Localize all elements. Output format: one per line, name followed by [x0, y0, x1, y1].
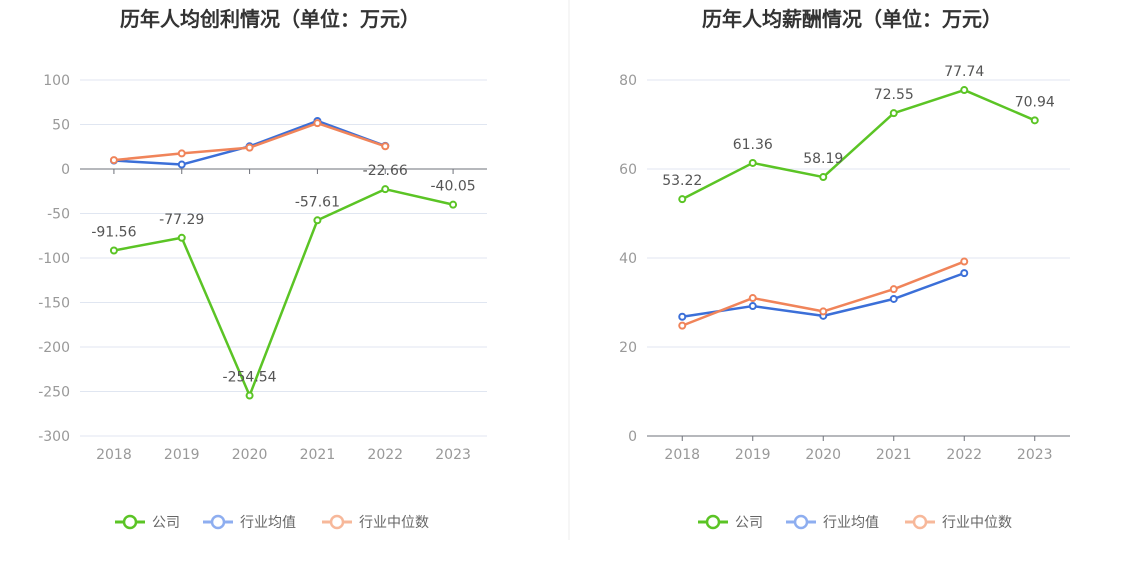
data-label: -254.54 — [223, 370, 277, 386]
data-point[interactable] — [177, 149, 186, 158]
legend-label: 行业中位数 — [359, 515, 429, 531]
data-label: 70.94 — [1015, 94, 1055, 110]
data-point[interactable] — [889, 285, 898, 294]
data-label: -57.61 — [295, 194, 340, 210]
data-point[interactable] — [313, 216, 322, 225]
data-point[interactable] — [960, 269, 969, 278]
legend-label: 行业均值 — [240, 515, 296, 531]
data-point[interactable] — [381, 142, 390, 151]
series-line — [113, 121, 386, 162]
data-label: 61.36 — [733, 137, 773, 153]
y-tick-label: 0 — [628, 429, 637, 445]
data-point[interactable] — [381, 185, 390, 194]
legend-marker — [329, 514, 345, 530]
data-point[interactable] — [678, 195, 687, 204]
series-line — [681, 88, 1036, 201]
x-tick-label: 2019 — [735, 447, 771, 463]
y-tick-label: -100 — [38, 251, 70, 267]
x-tick-label: 2018 — [96, 447, 132, 463]
data-point[interactable] — [678, 312, 687, 321]
legend-item[interactable]: 行业中位数 — [905, 514, 1012, 531]
chart-title: 历年人均创利情况（单位：万元） — [120, 7, 420, 31]
y-tick-label: 80 — [619, 73, 637, 89]
data-label: -22.66 — [363, 163, 408, 179]
legend-item[interactable]: 行业均值 — [786, 514, 879, 531]
data-point[interactable] — [889, 294, 898, 303]
y-tick-label: -200 — [38, 340, 70, 356]
data-label: -91.56 — [91, 224, 136, 240]
data-label: 53.22 — [662, 173, 702, 189]
salary-chart: 历年人均薪酬情况（单位：万元） 80 60 40 20 0 2018 2019 2020 2021… — [619, 7, 1070, 531]
x-tick-label: 2019 — [164, 447, 200, 463]
data-point[interactable] — [245, 143, 254, 152]
legend-item[interactable]: 公司 — [115, 514, 180, 531]
x-tick-label: 2020 — [805, 447, 841, 463]
y-tick-label: 50 — [52, 118, 70, 134]
data-point[interactable] — [177, 160, 186, 169]
data-point[interactable] — [819, 173, 828, 182]
data-point[interactable] — [678, 321, 687, 330]
x-tick-label: 2021 — [300, 447, 336, 463]
legend-item[interactable]: 公司 — [698, 514, 763, 531]
legend-marker — [912, 514, 928, 530]
legend-label: 行业中位数 — [942, 515, 1012, 531]
data-point[interactable] — [748, 158, 757, 167]
y-tick-label: -150 — [38, 296, 70, 312]
data-point[interactable] — [109, 246, 118, 255]
data-label: 77.74 — [944, 64, 984, 80]
y-tick-label: -50 — [47, 207, 70, 223]
legend-item[interactable]: 行业均值 — [203, 514, 296, 531]
x-tick-label: 2020 — [232, 447, 268, 463]
x-tick-label: 2021 — [876, 447, 912, 463]
y-tick-label: 60 — [619, 162, 637, 178]
data-label: -40.05 — [431, 179, 476, 195]
data-point[interactable] — [177, 233, 186, 242]
x-tick-label: 2023 — [435, 447, 471, 463]
x-tick-label: 2022 — [946, 447, 982, 463]
data-point[interactable] — [1030, 116, 1039, 125]
chart-title: 历年人均薪酬情况（单位：万元） — [702, 7, 1002, 31]
data-point[interactable] — [960, 86, 969, 95]
y-tick-label: 20 — [619, 340, 637, 356]
data-point[interactable] — [245, 391, 254, 400]
data-point[interactable] — [889, 109, 898, 118]
series-line — [113, 187, 454, 397]
legend-item[interactable]: 行业中位数 — [322, 514, 429, 531]
x-tick-label: 2023 — [1017, 447, 1053, 463]
data-point[interactable] — [109, 156, 118, 165]
legend-label: 行业均值 — [823, 515, 879, 531]
data-point[interactable] — [449, 200, 458, 209]
legend-marker — [793, 514, 809, 530]
data-label: 58.19 — [803, 151, 843, 167]
legend-marker — [210, 514, 226, 530]
y-tick-label: -300 — [38, 429, 70, 445]
data-point[interactable] — [819, 307, 828, 316]
legend-marker — [705, 514, 721, 530]
legend-marker — [122, 514, 138, 530]
y-tick-label: 100 — [43, 73, 70, 89]
x-tick-label: 2018 — [664, 447, 700, 463]
profit-chart: 历年人均创利情况（单位：万元） 100 50 0 -50 -100 -150 -200 -250… — [38, 7, 487, 531]
data-point[interactable] — [960, 257, 969, 266]
data-point[interactable] — [748, 302, 757, 311]
y-tick-label: -250 — [38, 385, 70, 401]
data-point[interactable] — [313, 119, 322, 128]
data-label: -77.29 — [159, 212, 204, 228]
legend-label: 公司 — [735, 515, 763, 531]
x-tick-label: 2022 — [367, 447, 403, 463]
legend-label: 公司 — [152, 515, 180, 531]
data-point[interactable] — [748, 294, 757, 303]
data-label: 72.55 — [874, 87, 914, 103]
y-tick-label: 0 — [61, 162, 70, 178]
y-tick-label: 40 — [619, 251, 637, 267]
